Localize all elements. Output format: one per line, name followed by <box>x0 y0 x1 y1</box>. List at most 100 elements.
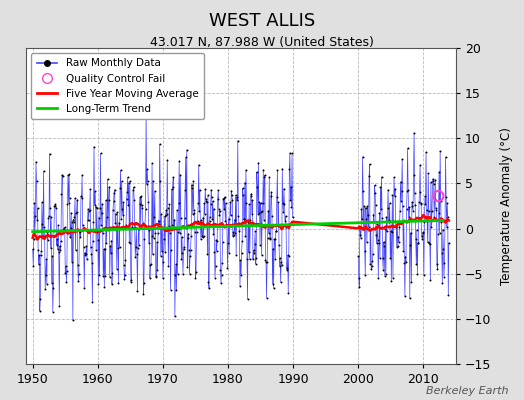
Point <box>271 228 280 235</box>
Point <box>58 173 67 180</box>
Point <box>50 203 59 209</box>
Point <box>355 284 364 290</box>
Point <box>231 216 239 223</box>
Point <box>373 240 381 247</box>
Point <box>113 209 122 216</box>
Point <box>156 141 164 147</box>
Point <box>97 210 106 216</box>
Point <box>119 199 127 206</box>
Point <box>77 234 85 240</box>
Point <box>387 278 396 284</box>
Point <box>438 250 446 256</box>
Point <box>378 215 386 221</box>
Point <box>222 221 231 227</box>
Point <box>57 191 66 198</box>
Point <box>211 262 220 269</box>
Point <box>212 236 220 243</box>
Point <box>267 192 275 199</box>
Point <box>152 273 160 280</box>
Point <box>254 210 262 217</box>
Point <box>272 228 280 234</box>
Point <box>125 179 133 186</box>
Point <box>140 280 148 286</box>
Point <box>236 257 245 264</box>
Point <box>215 212 224 218</box>
Point <box>283 252 292 258</box>
Point <box>179 246 188 252</box>
Point <box>284 290 292 296</box>
Point <box>143 181 151 187</box>
Point <box>444 292 453 298</box>
Point <box>61 270 70 276</box>
Point <box>100 246 108 252</box>
Point <box>151 274 160 280</box>
Point <box>191 275 200 282</box>
Point <box>56 247 64 254</box>
Point <box>195 187 204 193</box>
Point <box>442 194 450 200</box>
Point <box>198 234 206 241</box>
Point <box>162 207 170 213</box>
Point <box>421 193 429 200</box>
Point <box>422 207 431 214</box>
Point <box>403 145 412 151</box>
Point <box>251 228 259 234</box>
Point <box>270 236 278 242</box>
Point <box>373 221 381 228</box>
Point <box>160 236 168 242</box>
Point <box>354 253 363 259</box>
Point <box>169 174 178 180</box>
Point <box>79 222 87 228</box>
Point <box>154 267 162 274</box>
Point <box>285 166 293 172</box>
Point <box>54 222 62 229</box>
Point <box>192 229 201 235</box>
Point <box>125 239 134 246</box>
Point <box>418 233 426 239</box>
Point <box>79 226 88 232</box>
Point <box>28 246 37 252</box>
Point <box>399 248 408 254</box>
Point <box>223 265 232 272</box>
Point <box>38 221 47 228</box>
Point <box>358 216 366 222</box>
Point <box>97 222 105 228</box>
Point <box>177 256 185 262</box>
Point <box>234 212 243 219</box>
Point <box>269 245 277 252</box>
Point <box>404 186 412 193</box>
Point <box>180 244 188 250</box>
Point <box>32 158 40 165</box>
Point <box>228 197 236 204</box>
Point <box>397 188 406 194</box>
Point <box>406 242 414 249</box>
Point <box>114 280 123 286</box>
Point <box>424 170 432 176</box>
Point <box>128 223 136 230</box>
Point <box>69 216 78 223</box>
Point <box>220 206 228 212</box>
Point <box>288 150 296 156</box>
Point <box>363 239 371 245</box>
Point <box>180 215 189 221</box>
Point <box>259 166 267 173</box>
Point <box>109 206 117 213</box>
Point <box>115 219 123 226</box>
Point <box>102 197 110 204</box>
Point <box>200 200 209 206</box>
Point <box>361 248 369 254</box>
Point <box>85 208 93 214</box>
Point <box>45 213 53 220</box>
Point <box>406 295 414 302</box>
Point <box>252 260 260 267</box>
Point <box>246 216 255 223</box>
Point <box>266 235 275 242</box>
Point <box>372 202 380 208</box>
Point <box>167 186 176 192</box>
Point <box>161 212 170 218</box>
Point <box>129 186 137 193</box>
Point <box>390 193 399 199</box>
Point <box>376 184 385 190</box>
Point <box>399 203 407 209</box>
Point <box>237 272 245 278</box>
